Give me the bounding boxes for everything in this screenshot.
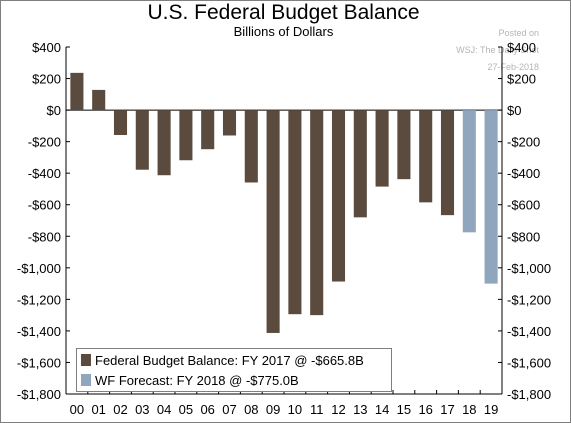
bar-actual bbox=[113, 110, 128, 136]
bar-actual bbox=[440, 110, 455, 216]
bar-actual bbox=[92, 89, 106, 111]
bar-actual bbox=[331, 110, 346, 282]
bar-forecast bbox=[484, 110, 498, 284]
y-tick-label-right: -$800 bbox=[507, 229, 540, 244]
y-tick-label-right: -$400 bbox=[507, 166, 540, 181]
y-tick-label-left: -$600 bbox=[28, 198, 61, 213]
bar-actual bbox=[266, 110, 280, 333]
bar-actual bbox=[419, 110, 433, 203]
x-tick-label: 11 bbox=[310, 402, 324, 417]
x-tick-label: 18 bbox=[462, 402, 476, 417]
y-tick-label-left: -$1,200 bbox=[17, 292, 61, 307]
bar-actual bbox=[288, 110, 302, 315]
chart-legend: Federal Budget Balance: FY 2017 @ -$665.… bbox=[76, 348, 392, 392]
x-tick-label: 07 bbox=[222, 402, 236, 417]
x-tick-label: 00 bbox=[70, 402, 84, 417]
watermark-line-3: 27-Feb-2018 bbox=[487, 62, 539, 72]
y-tick-label-left: $0 bbox=[47, 103, 61, 118]
y-tick-label-left: -$400 bbox=[28, 166, 61, 181]
y-tick-label-left: -$200 bbox=[28, 135, 61, 150]
y-tick-label-right: -$200 bbox=[507, 135, 540, 150]
watermark-line-1: Posted on bbox=[498, 28, 539, 38]
bar-actual bbox=[244, 110, 258, 183]
legend-label-forecast: WF Forecast: FY 2018 @ -$775.0B bbox=[95, 372, 299, 388]
watermark-line-2: WSJ: The Daily Shot bbox=[456, 45, 539, 55]
x-tick-label: 13 bbox=[353, 402, 367, 417]
x-tick-label: 01 bbox=[91, 402, 105, 417]
x-tick-label: 17 bbox=[440, 402, 454, 417]
x-tick-label: 05 bbox=[179, 402, 193, 417]
x-tick-label: 15 bbox=[397, 402, 411, 417]
bar-actual bbox=[310, 110, 324, 316]
bar-actual bbox=[353, 110, 367, 218]
chart-subtitle: Billions of Dollars bbox=[233, 24, 334, 39]
x-tick-label: 08 bbox=[244, 402, 258, 417]
y-tick-label-left: -$1,800 bbox=[17, 387, 61, 402]
bar-actual bbox=[201, 110, 215, 150]
y-tick-label-right: -$1,200 bbox=[507, 292, 551, 307]
y-tick-label-right: -$1,800 bbox=[507, 387, 551, 402]
bar-actual bbox=[135, 110, 149, 170]
bar-actual bbox=[222, 110, 237, 136]
x-tick-label: 14 bbox=[375, 402, 389, 417]
y-tick-label-right: $400 bbox=[507, 40, 536, 55]
y-tick-label-right: -$1,000 bbox=[507, 261, 551, 276]
x-tick-label: 02 bbox=[113, 402, 127, 417]
legend-item-actual: Federal Budget Balance: FY 2017 @ -$665.… bbox=[81, 351, 364, 369]
x-tick-label: 09 bbox=[266, 402, 280, 417]
y-tick-label-left: -$800 bbox=[28, 229, 61, 244]
y-tick-label-left: -$1,600 bbox=[17, 355, 61, 370]
y-tick-label-left: -$1,000 bbox=[17, 261, 61, 276]
bar-actual bbox=[70, 72, 84, 111]
legend-item-forecast: WF Forecast: FY 2018 @ -$775.0B bbox=[81, 371, 299, 389]
bar-actual bbox=[375, 110, 389, 187]
x-tick-label: 10 bbox=[288, 402, 302, 417]
y-tick-label-right: -$600 bbox=[507, 198, 540, 213]
x-tick-label: 03 bbox=[135, 402, 149, 417]
chart-title: U.S. Federal Budget Balance bbox=[147, 1, 420, 24]
x-tick-label: 16 bbox=[418, 402, 432, 417]
x-tick-label: 06 bbox=[200, 402, 214, 417]
x-tick-label: 19 bbox=[484, 402, 498, 417]
x-tick-label: 12 bbox=[331, 402, 345, 417]
bar-actual bbox=[179, 110, 193, 161]
legend-swatch-forecast bbox=[81, 374, 91, 386]
y-tick-label-right: $0 bbox=[507, 103, 521, 118]
x-tick-label: 04 bbox=[157, 402, 171, 417]
y-tick-label-right: -$1,400 bbox=[507, 324, 551, 339]
bar-actual bbox=[397, 110, 411, 180]
legend-swatch-actual bbox=[81, 354, 91, 366]
y-tick-label-left: -$1,400 bbox=[17, 324, 61, 339]
y-tick-label-left: $200 bbox=[32, 72, 61, 87]
bar-actual bbox=[157, 110, 171, 176]
bar-forecast bbox=[462, 110, 476, 233]
y-tick-label-left: $400 bbox=[32, 40, 61, 55]
legend-label-actual: Federal Budget Balance: FY 2017 @ -$665.… bbox=[95, 352, 364, 368]
y-tick-label-right: -$1,600 bbox=[507, 355, 551, 370]
y-tick-label-right: $200 bbox=[507, 72, 536, 87]
